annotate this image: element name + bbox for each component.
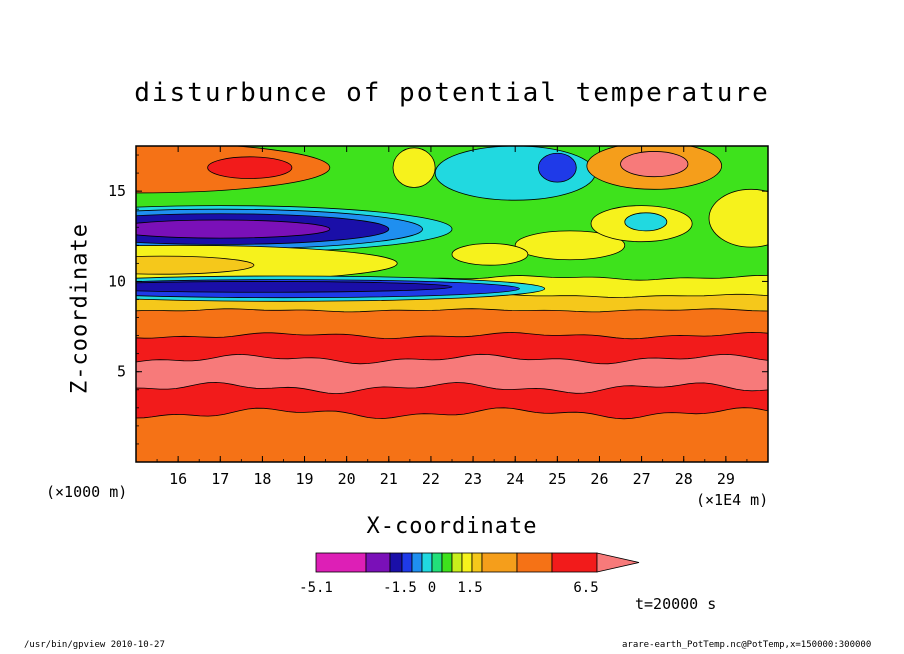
- feature-yellow-top: [392, 147, 436, 188]
- colorbar-segment: [461, 552, 473, 573]
- colorbar-segment: [441, 552, 453, 573]
- colorbar-segment: [551, 552, 598, 573]
- x-tick-label: 21: [380, 470, 398, 488]
- x-tick-label: 25: [548, 470, 566, 488]
- feature-pink-right: [620, 151, 689, 178]
- colorbar-tick-label: -5.1: [299, 580, 333, 596]
- colorbar-segment: [401, 552, 413, 573]
- footer-left: /usr/bin/gpview 2010-10-27: [24, 640, 165, 650]
- footer-right: arare-earth_PotTemp.nc@PotTemp,x=150000:…: [622, 640, 872, 650]
- band-orange-2: [136, 407, 768, 462]
- colorbar-segment: [389, 552, 403, 573]
- x-axis-label: X-coordinate: [366, 514, 538, 539]
- chart-title: disturbunce of potential temperature: [134, 78, 770, 108]
- colorbar-segment: [471, 552, 483, 573]
- colorbar-tick-label: -1.5: [383, 580, 417, 596]
- colorbar-tick-label: 1.5: [457, 580, 482, 596]
- feature-yellow-center: [451, 243, 529, 266]
- x-tick-label: 16: [169, 470, 187, 488]
- x-axis-multiplier: (×1E4 m): [696, 491, 769, 509]
- y-axis-multiplier: (×1000 m): [46, 483, 128, 501]
- feature-purple-mid: [136, 219, 331, 239]
- x-tick-label: 17: [211, 470, 229, 488]
- colorbar-segment: [315, 552, 367, 573]
- colorbar-segment: [481, 552, 518, 573]
- colorbar-segment: [421, 552, 433, 573]
- x-tick-label: 23: [464, 470, 482, 488]
- feature-cyan-rightmid: [624, 212, 668, 232]
- colorbar-arrow: [596, 552, 640, 573]
- x-tick-label: 27: [633, 470, 651, 488]
- y-tick-label: 5: [117, 363, 126, 381]
- y-tick-label: 15: [108, 182, 126, 200]
- feature-red-left: [207, 156, 293, 179]
- feature-blue-top: [537, 152, 577, 183]
- colorbar-segment: [365, 552, 391, 573]
- x-tick-label: 28: [675, 470, 693, 488]
- y-axis-label: Z-coordinate: [67, 223, 93, 394]
- plot-area: [136, 146, 768, 462]
- x-tick-label: 19: [296, 470, 314, 488]
- y-tick-label: 10: [108, 272, 126, 290]
- colorbar-tick-label: 6.5: [573, 580, 598, 596]
- feature-yellow-right: [514, 230, 626, 261]
- feature-orange-lowleft: [136, 255, 255, 275]
- x-tick-label: 22: [422, 470, 440, 488]
- timestamp-label: t=20000 s: [635, 595, 717, 613]
- colorbar-segment: [411, 552, 423, 573]
- colorbar-tick-label: 0: [428, 580, 436, 596]
- x-tick-label: 24: [506, 470, 524, 488]
- feature-navy-low: [136, 281, 453, 293]
- colorbar-segment: [516, 552, 553, 573]
- x-tick-label: 26: [590, 470, 608, 488]
- colorbar-segment: [451, 552, 463, 573]
- colorbar-segment: [431, 552, 443, 573]
- x-tick-label: 29: [717, 470, 735, 488]
- feature-yellow-edge: [708, 188, 768, 248]
- x-tick-label: 18: [253, 470, 271, 488]
- x-tick-label: 20: [338, 470, 356, 488]
